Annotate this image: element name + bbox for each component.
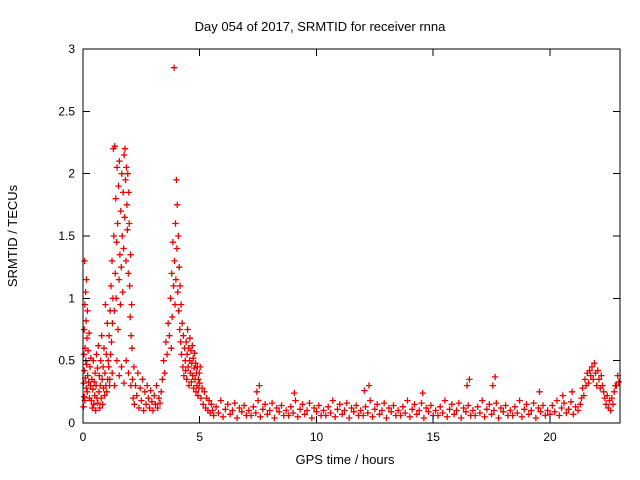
y-axis-label: SRMTID / TECUs — [5, 184, 20, 287]
y-tick-label: 2 — [68, 167, 75, 181]
y-tick-label: 1.5 — [58, 229, 75, 243]
plot-border — [82, 48, 621, 424]
y-tick-label: 0.5 — [58, 354, 75, 368]
y-tick-label: 2.5 — [58, 104, 75, 118]
x-tick-label: 10 — [310, 430, 324, 444]
x-axis-label: GPS time / hours — [296, 452, 395, 467]
y-tick-label: 0 — [68, 416, 75, 430]
scatter-plus-markers — [80, 64, 622, 422]
axis-ticks: 0 5 10 15 20 0 0.5 1 1.5 2 2.5 3 — [58, 42, 620, 444]
x-tick-label: 15 — [427, 430, 441, 444]
chart-title: Day 054 of 2017, SRMTID for receiver rnn… — [195, 19, 446, 34]
y-tick-label: 1 — [68, 291, 75, 305]
data-points — [80, 64, 622, 422]
x-tick-label: 0 — [80, 430, 87, 444]
x-tick-label: 20 — [543, 430, 557, 444]
x-tick-label: 5 — [196, 430, 203, 444]
y-tick-label: 3 — [68, 42, 75, 56]
